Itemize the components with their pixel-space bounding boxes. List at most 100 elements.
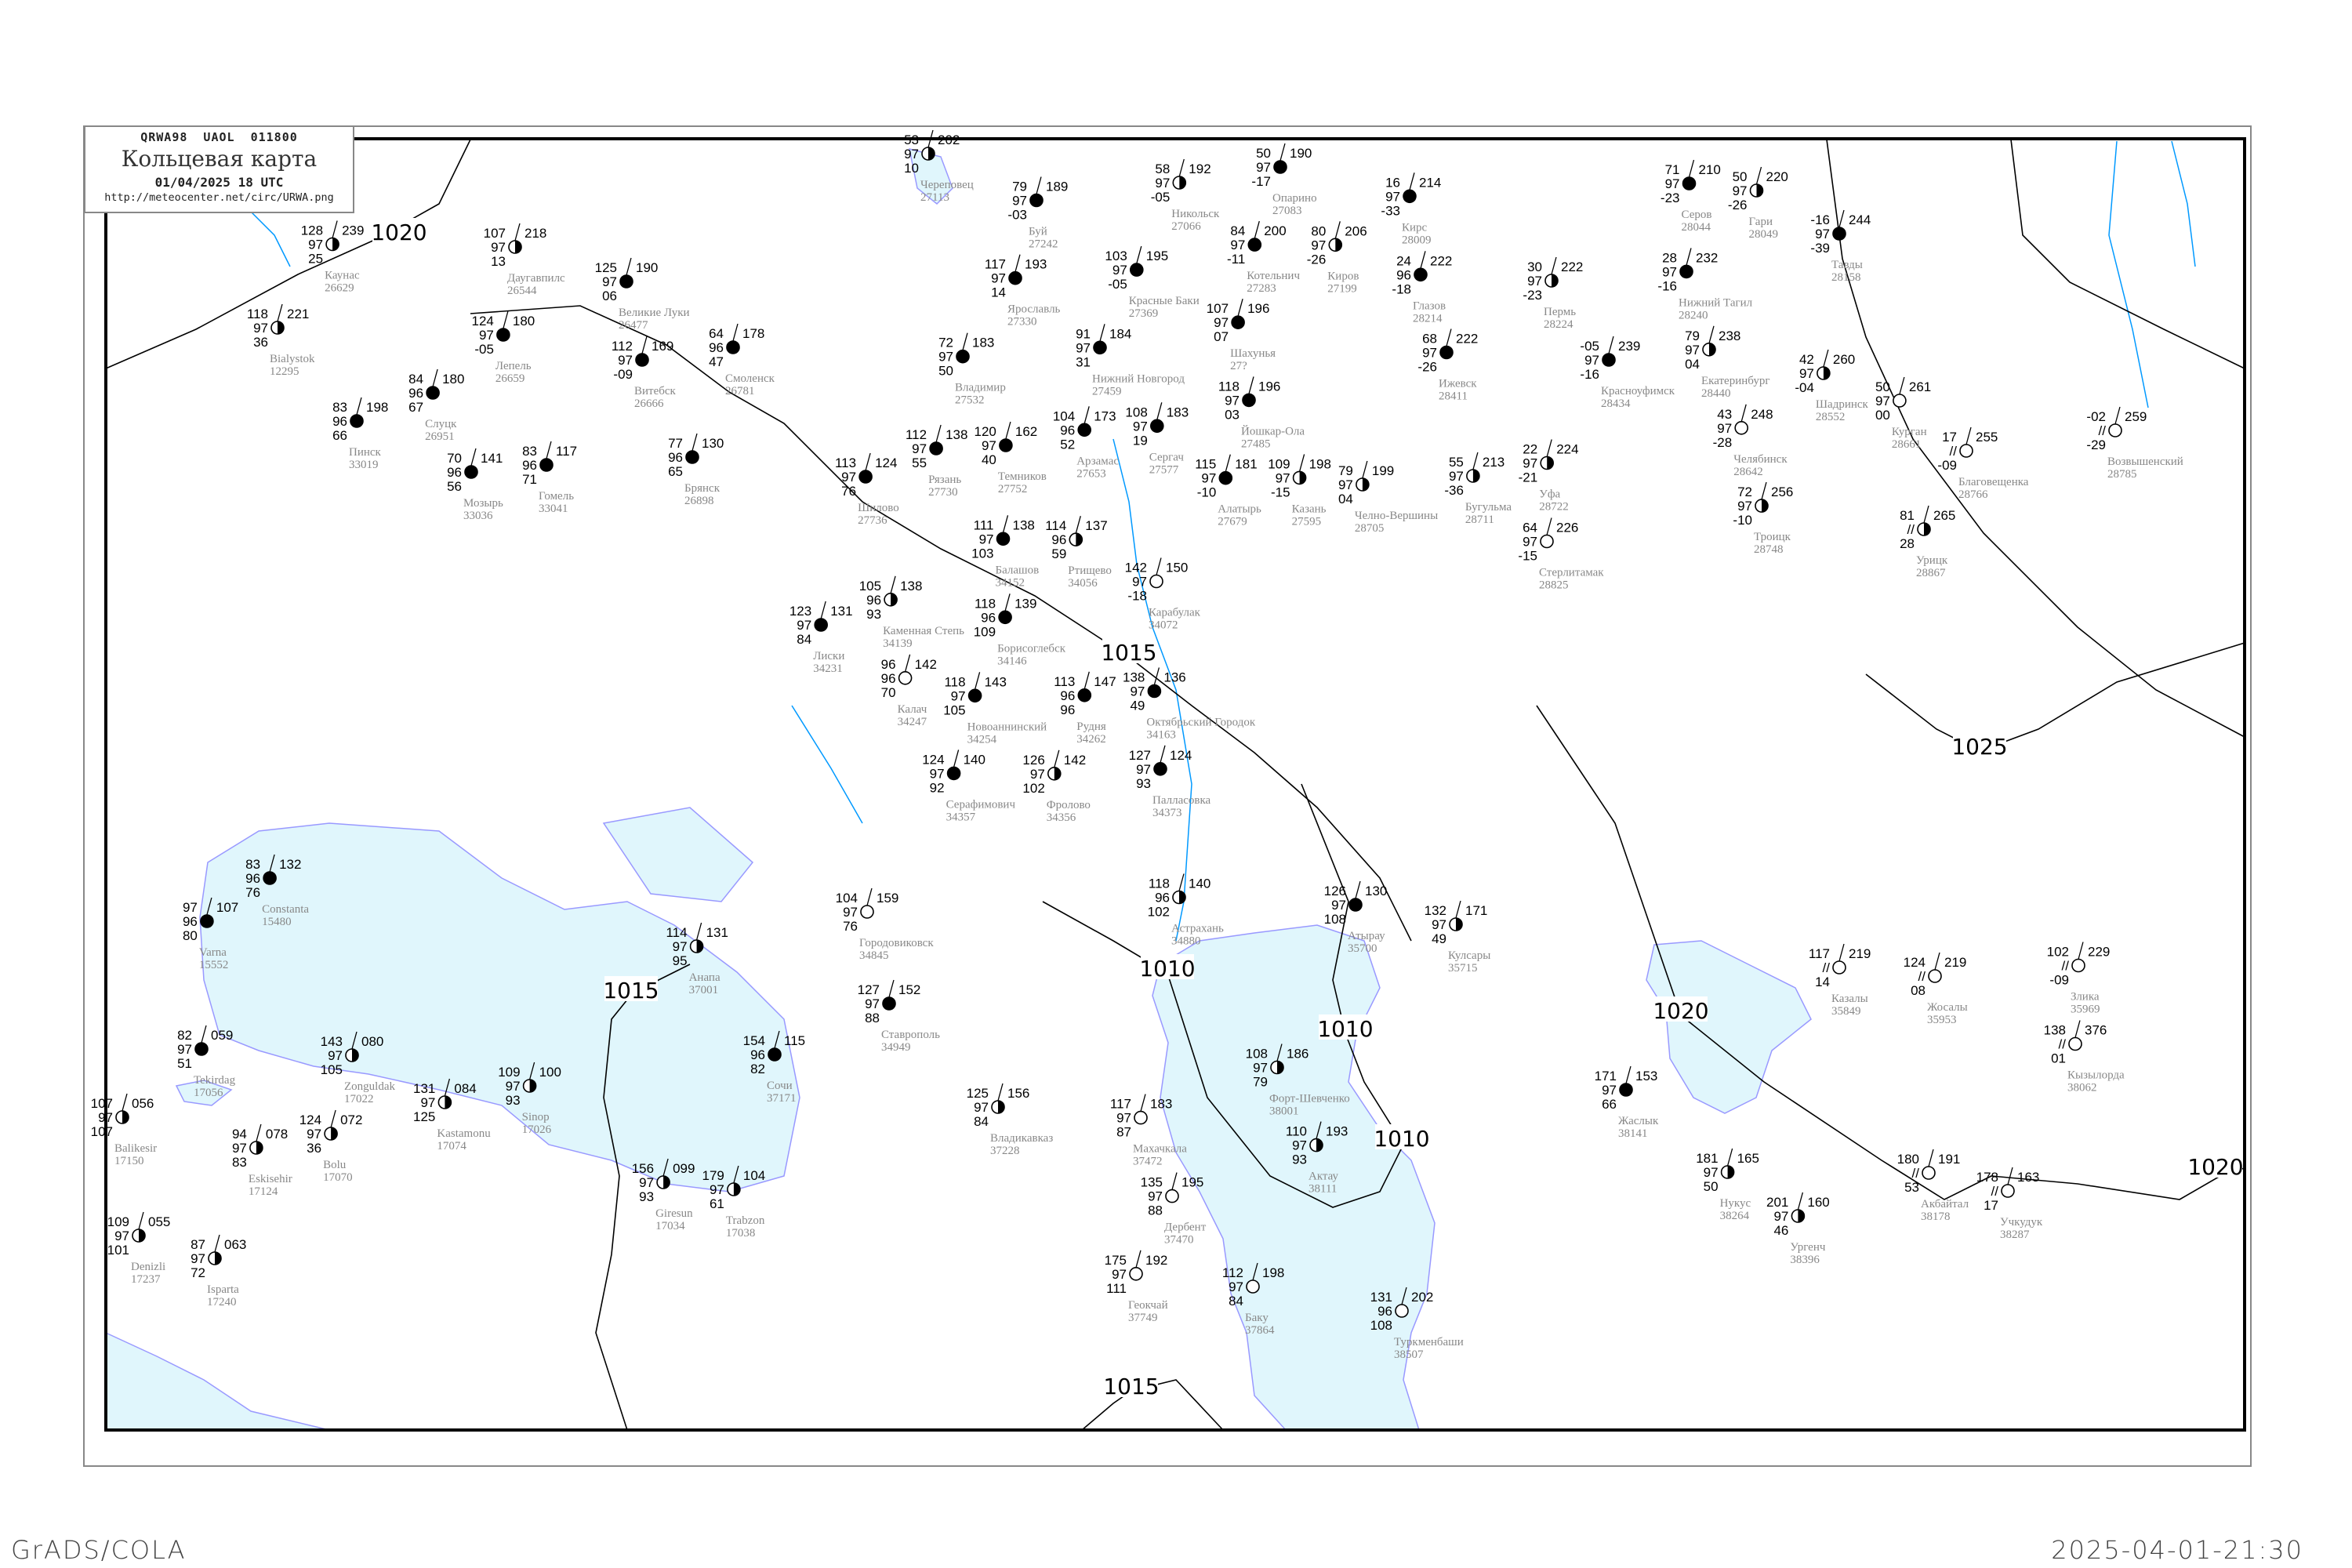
station-34373[interactable]: 1279793 124 Палласовка34373 xyxy=(1129,745,1211,819)
station-34152[interactable]: 11197103 138 Балашов34152 xyxy=(971,515,1039,589)
station-17056[interactable]: 829751 059 Tekirdag17056 xyxy=(177,1025,236,1099)
station-34356[interactable]: 12697102 142 Фролово34356 xyxy=(1022,750,1091,824)
station-27283[interactable]: 8497-11 200 Котельнич27283 xyxy=(1227,220,1300,295)
station-34231[interactable]: 1239784 131 Лиски34231 xyxy=(789,601,853,675)
station-28825[interactable]: 6497-15 226 Стерлитамак28825 xyxy=(1518,517,1604,592)
station-28411[interactable]: 6897-26 222 Ижевск28411 xyxy=(1417,328,1478,403)
station-34146[interactable]: 11896109 139 Борисоглебск34146 xyxy=(974,593,1066,667)
station-28214[interactable]: 2496-18 222 Глазов28214 xyxy=(1392,251,1452,325)
station-27242[interactable]: 7997-03 189 Буй27242 xyxy=(1007,176,1068,251)
station-27485[interactable]: 1189703 196 Йошкар-Ола27485 xyxy=(1218,376,1305,450)
station-38141[interactable]: 1719766 153 Жаслык38141 xyxy=(1595,1065,1659,1140)
station-28049[interactable]: 5097-26 220 Гари28049 xyxy=(1728,166,1788,241)
station-27199[interactable]: 8097-26 206 Киров27199 xyxy=(1307,221,1367,295)
station-15552[interactable]: 979680 107 Varna15552 xyxy=(183,897,238,971)
station-26477[interactable]: 1259706 190 Великие Луки26477 xyxy=(595,257,690,332)
station-28240[interactable]: 2897-16 232 Нижний Тагил28240 xyxy=(1657,248,1753,321)
station-27066[interactable]: 5897-05 192 Никольск27066 xyxy=(1151,158,1220,233)
station-17034[interactable]: 1569793 099 Giresun17034 xyxy=(632,1158,695,1232)
station-34949[interactable]: 1279788 152 Ставрополь34949 xyxy=(858,979,940,1054)
station-28766[interactable]: 17//-09 255 Благовещенка28766 xyxy=(1937,426,2029,501)
station-37001[interactable]: 1149795 131 Анапа37001 xyxy=(666,922,728,996)
station-26544[interactable]: 1079713 218 Даугавпилс26544 xyxy=(484,223,565,297)
station-28440[interactable]: 799704 238 Екатеринбург28440 xyxy=(1685,325,1769,400)
station-28661[interactable]: 509700 261 Курган28661 xyxy=(1875,376,1931,451)
station-38264[interactable]: 1819750 165 Нукус38264 xyxy=(1696,1148,1759,1222)
station-35700[interactable]: 12697108 130 Атырау35700 xyxy=(1324,880,1388,955)
station-37171[interactable]: 1549682 115 Сочи37171 xyxy=(743,1030,805,1105)
station-17022[interactable]: 14397105 080 Zonguldak17022 xyxy=(321,1031,396,1105)
station-38062[interactable]: 138//01 376 Кызылорда38062 xyxy=(2044,1020,2125,1094)
station-26629[interactable]: 1289725 239 Каунас26629 xyxy=(301,220,365,295)
station-27083[interactable]: 5097-17 190 Опарино27083 xyxy=(1251,143,1317,217)
station-33019[interactable]: 839666 198 Пинск33019 xyxy=(332,397,388,471)
station-17038[interactable]: 1799761 104 Trabzon17038 xyxy=(702,1165,766,1240)
station-17074[interactable]: 13197125 084 Kastamonu17074 xyxy=(413,1078,491,1152)
station-37749[interactable]: 17597111 192 Геокчай37749 xyxy=(1105,1250,1168,1324)
station-26781[interactable]: 649647 178 Смоленск26781 xyxy=(709,323,775,397)
station-17026[interactable]: 1099793 100 Sinop17026 xyxy=(498,1062,561,1136)
station-12295[interactable]: 1189736 221 Bialystok12295 xyxy=(247,303,315,378)
station-28867[interactable]: 81//28 265 Урицк28867 xyxy=(1900,505,1955,579)
station-17150[interactable]: 10797107056Balikesir17150 xyxy=(91,1093,158,1167)
station-27330[interactable]: 1179714 193 Ярославль27330 xyxy=(985,254,1061,328)
station-34254[interactable]: 11897105 143 Новоаннинский34254 xyxy=(943,672,1047,746)
station-34262[interactable]: 1139696147Рудня34262 xyxy=(1054,671,1116,746)
station-28705[interactable]: 799704 199 Челно-Вершины28705 xyxy=(1338,460,1438,535)
station-35715[interactable]: 1329749 171 Кулсары35715 xyxy=(1425,900,1491,975)
station-38111[interactable]: 1109793 193 Актау38111 xyxy=(1286,1121,1348,1196)
station-26659[interactable]: 12497-05 180 Лепель26659 xyxy=(472,310,535,385)
station-34056[interactable]: 1149659 137 Ртищево34056 xyxy=(1045,516,1112,590)
station-27653[interactable]: 1049652 173 Арзамас27653 xyxy=(1053,406,1120,480)
station-17124[interactable]: 949783 078 Eskisehir17124 xyxy=(232,1123,292,1198)
station-15480[interactable]: 839676 132 Constanta15480 xyxy=(245,854,309,928)
station-34163[interactable]: 1389749 136 Октябрьский Городок34163 xyxy=(1123,667,1256,742)
station-37228[interactable]: 1259784 156 Владикавказ37228 xyxy=(967,1083,1054,1157)
station-34247[interactable]: 969670142Калач34247 xyxy=(881,654,937,728)
station-37470[interactable]: 1359788 195 Дербент37470 xyxy=(1141,1172,1207,1247)
station-28158[interactable]: -1697-39 244 Тавды28158 xyxy=(1810,209,1871,284)
station-28722[interactable]: 2297-21 224 Уфа28722 xyxy=(1519,439,1579,514)
station-17237[interactable]: 10997101 055 Denizli17237 xyxy=(107,1211,171,1286)
station-26898[interactable]: 779665 130 Брянск26898 xyxy=(668,433,724,507)
station-34139[interactable]: 1059693 138 Каменная Степь34139 xyxy=(859,575,964,650)
station-27?[interactable]: 1079707 196 Шахунья27? xyxy=(1207,299,1276,372)
station-35953[interactable]: 124//08 219 Жосалы35953 xyxy=(1904,952,1968,1026)
station-33036[interactable]: 709656 141 Мозырь33036 xyxy=(447,448,503,522)
station-28044[interactable]: 7197-23 210 Серов28044 xyxy=(1661,159,1721,234)
station-27595[interactable]: 10997-15 198 Казань27595 xyxy=(1268,454,1331,528)
station-34072[interactable]: 14297-18 150 Карабулак34072 xyxy=(1125,557,1201,632)
station-34357[interactable]: 1249792 140 Серафимович34357 xyxy=(922,750,1015,823)
station-28748[interactable]: 7297-10 256 Троицк28748 xyxy=(1733,481,1793,556)
station-27369[interactable]: 10397-05 195 Красные Баки27369 xyxy=(1105,245,1200,320)
station-26951[interactable]: 849667 180 Слуцк26951 xyxy=(408,368,464,443)
station-28642[interactable]: 4397-28 248 Челябинск28642 xyxy=(1713,404,1788,478)
station-38287[interactable]: 178//17 163 Учкудук38287 xyxy=(1976,1167,2043,1241)
station-27459[interactable]: 919731 184 Нижний Новгород27459 xyxy=(1076,324,1185,397)
station-28785[interactable]: -02//-29 259 Возвышенский28785 xyxy=(2086,406,2183,481)
station-27752[interactable]: 1209740 162 Темников27752 xyxy=(975,421,1047,495)
station-27679[interactable]: 11597-10 181 Алатырь27679 xyxy=(1195,454,1261,528)
station-26666[interactable]: 11297-09 169 Витебск26666 xyxy=(612,336,677,410)
station-27736[interactable]: 1139776 124 Шилово27736 xyxy=(835,452,899,527)
station-27532[interactable]: 729750 183 Владимир27532 xyxy=(938,332,1006,407)
station-38178[interactable]: 180//53 191 Акбайтал38178 xyxy=(1897,1149,1969,1223)
station-28552[interactable]: 4297-04 260 Шадринск28552 xyxy=(1795,349,1869,423)
station-17070[interactable]: 1249736 072 Bolu17070 xyxy=(299,1109,363,1184)
station-28224[interactable]: 3097-23 222 Пермь28224 xyxy=(1523,256,1583,331)
station-34880[interactable]: 11896102 140 Астрахань34880 xyxy=(1148,873,1224,948)
station-27730[interactable]: 1129755 138 Рязань27730 xyxy=(906,424,967,499)
station-28434[interactable]: -0597-16 239 Красноуфимск28434 xyxy=(1580,336,1675,410)
station-37864[interactable]: 1129784 198 Баку37864 xyxy=(1222,1262,1284,1337)
station-28711[interactable]: 5597-36 213 Бугульма28711 xyxy=(1444,452,1512,526)
station-38507[interactable]: 13196108 202 Туркменбаши38507 xyxy=(1370,1287,1464,1361)
station-38396[interactable]: 2019746 160 Ургенч38396 xyxy=(1766,1192,1830,1266)
station-28009[interactable]: 1697-33 214 Кирс28009 xyxy=(1381,172,1441,246)
station-34845[interactable]: 1049776 159 Городовиковск34845 xyxy=(836,887,935,962)
station-27577[interactable]: 1089719 183 Сергач27577 xyxy=(1125,402,1189,476)
station-35849[interactable]: 117//14 219 Казалы35849 xyxy=(1809,943,1871,1018)
station-37472[interactable]: 1179787 183 Махачкала37472 xyxy=(1110,1094,1187,1168)
station-33041[interactable]: 839671 117 Гомель33041 xyxy=(522,441,577,515)
station-38001[interactable]: 1089779 186 Форт-Шевченко38001 xyxy=(1246,1044,1350,1118)
station-35969[interactable]: 102//-09 229 Злика35969 xyxy=(2047,942,2111,1016)
